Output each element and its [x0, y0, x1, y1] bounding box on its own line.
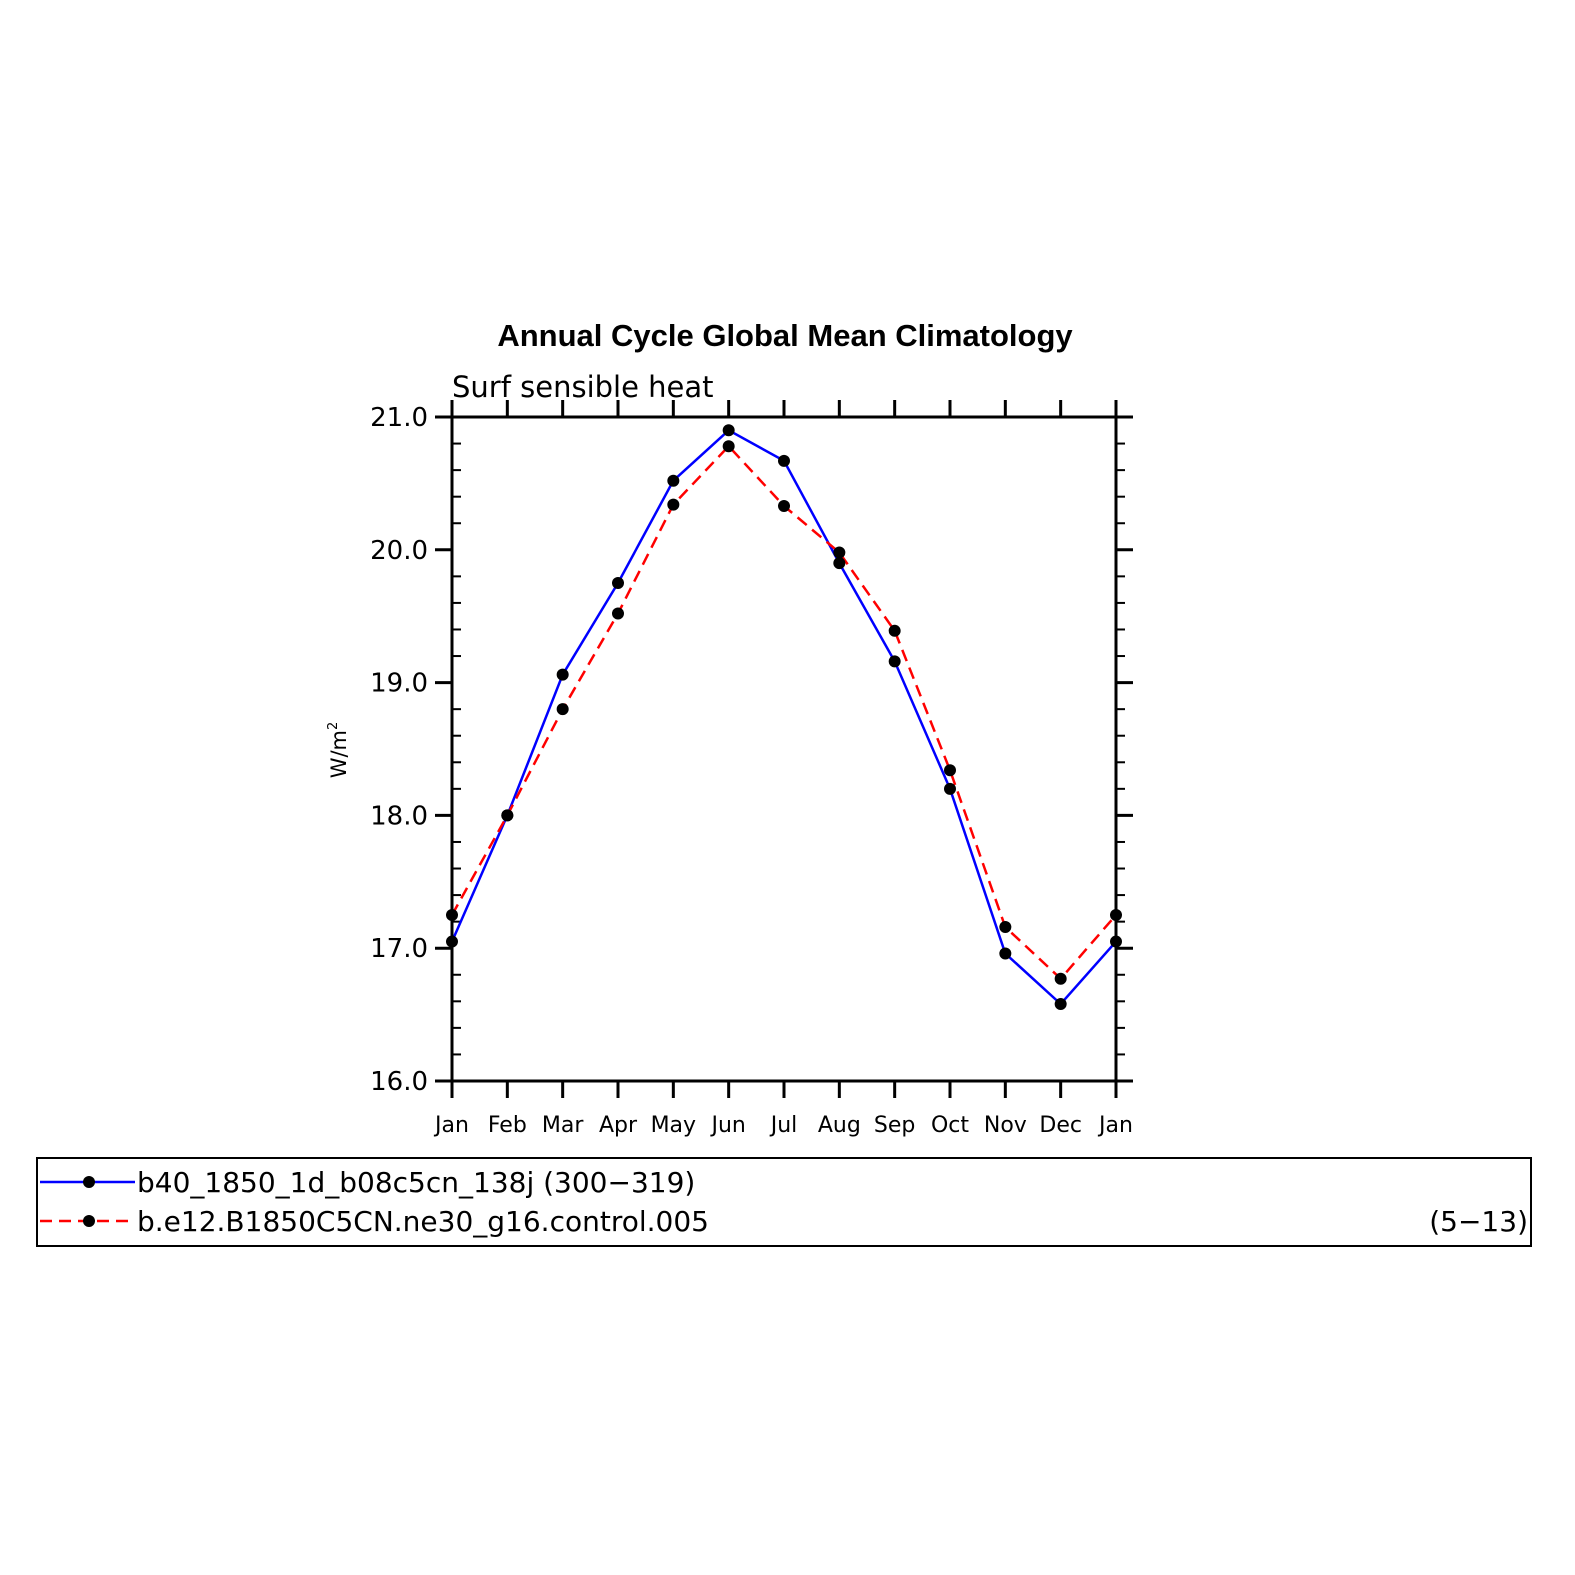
y-tick-label: 21.0 [370, 403, 428, 433]
data-point-series-1 [612, 577, 624, 589]
data-point-series-1 [667, 474, 680, 487]
legend-box [36, 1157, 1532, 1247]
y-tick-label: 17.0 [370, 934, 428, 964]
plot-frame [450, 415, 1118, 1083]
y-tick-labels: 16.0 17.0 18.0 19.0 20.0 21.0 [370, 403, 428, 1097]
legend: b40_1850_1d_b08c5cn_138j (300−319) b.e12.… [36, 1157, 1532, 1247]
series-layer [446, 424, 1122, 1010]
data-point-series-1 [446, 935, 458, 948]
data-point-series-2 [1110, 909, 1122, 921]
data-point-series-1 [888, 655, 901, 668]
x-tick-label: Feb [488, 1113, 527, 1138]
data-point-series-1 [722, 424, 735, 437]
x-tick-label: Aug [818, 1113, 861, 1138]
x-tick-label: Dec [1039, 1113, 1082, 1138]
y-tick-label: 19.0 [370, 669, 428, 699]
data-point-series-2 [944, 764, 956, 777]
data-point-series-2 [888, 624, 901, 637]
x-tick-label: Sep [874, 1113, 915, 1138]
x-tick-label: May [651, 1113, 696, 1138]
y-axis-label-text: W/m [327, 730, 351, 778]
data-point-series-2 [556, 703, 569, 716]
y-axis-label: W/m2 [326, 722, 351, 779]
data-point-series-1 [1054, 997, 1067, 1010]
data-point-series-2 [999, 920, 1012, 933]
x-tick-label: Jan [1097, 1113, 1133, 1138]
x-tick-label: Nov [984, 1113, 1027, 1138]
data-point-series-2 [722, 440, 735, 453]
legend-label-1: b40_1850_1d_b08c5cn_138j (300−319) [137, 1166, 695, 1199]
data-point-series-1 [944, 782, 956, 795]
data-point-series-2 [1054, 972, 1067, 985]
data-point-series-1 [778, 454, 790, 467]
x-tick-label: Oct [931, 1113, 969, 1138]
data-point-series-1 [833, 557, 846, 570]
series-line-2 [450, 444, 1117, 981]
data-point-series-2 [446, 909, 458, 921]
data-point-series-2 [501, 809, 514, 822]
y-axis-label-superscript: 2 [326, 722, 341, 730]
legend-label-2: b.e12.B1850C5CN.ne30_g16.control.005 [137, 1205, 709, 1238]
x-tick-label: Jan [433, 1113, 469, 1138]
legend-marker-1 [83, 1176, 95, 1188]
x-tick-labels: Jan Feb Mar Apr May Jun Jul Aug Sep Oct Nov Dec Jan [433, 1113, 1133, 1138]
chart-title: Annual Cycle Global Mean Climatology [497, 318, 1073, 353]
x-tick-label: Mar [542, 1113, 584, 1138]
x-tick-label: Apr [599, 1113, 638, 1138]
x-tick-label: Jun [709, 1113, 745, 1138]
data-point-series-2 [612, 607, 624, 620]
data-point-series-2 [833, 546, 846, 559]
legend-label-suffix-2: (5−13) [1429, 1205, 1528, 1238]
y-tick-label: 16.0 [370, 1067, 428, 1097]
data-point-series-1 [556, 668, 569, 681]
data-point-series-2 [778, 499, 790, 512]
data-point-series-1 [999, 947, 1012, 960]
legend-entries: b40_1850_1d_b08c5cn_138j (300−319) b.e12.… [40, 1166, 1528, 1238]
svg-text:W/m2: W/m2 [326, 722, 351, 779]
axis-ticks [435, 400, 1133, 1098]
series-line-1 [450, 428, 1117, 1006]
y-tick-label: 18.0 [370, 801, 428, 831]
x-tick-label: Jul [769, 1113, 798, 1138]
data-point-series-1 [1110, 935, 1122, 948]
data-point-series-2 [667, 498, 680, 511]
y-tick-label: 20.0 [370, 536, 428, 566]
chart-subtitle: Surf sensible heat [452, 370, 714, 404]
legend-marker-2 [83, 1215, 95, 1227]
